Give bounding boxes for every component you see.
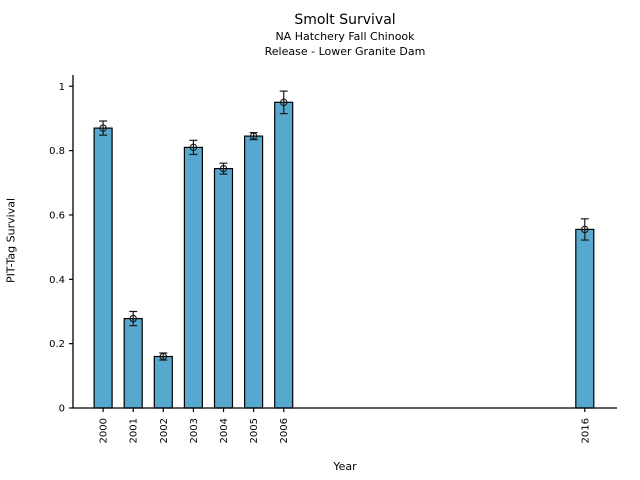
x-tick-label-2005: 2005: [249, 418, 260, 443]
x-tick-label-2006: 2006: [279, 418, 290, 443]
bar-2004: [213, 168, 234, 409]
data-point-marker-2002: [159, 352, 168, 361]
bar-2002: [153, 355, 173, 409]
x-tick-label-2001: 2001: [129, 418, 140, 443]
bar-2006: [274, 101, 294, 409]
y-tick-label-0.2: 0.2: [49, 339, 65, 350]
x-tick-label-2016: 2016: [580, 418, 591, 443]
y-tick-label-0.6: 0.6: [49, 210, 65, 221]
x-tick-label-2003: 2003: [189, 418, 200, 443]
data-point-marker-2004: [219, 164, 228, 173]
bar-2000: [93, 127, 113, 409]
data-point-marker-2001: [129, 314, 137, 323]
y-tick-label-1: 1: [59, 82, 65, 93]
data-point-marker-2016: [581, 225, 589, 234]
y-tick-label-0.4: 0.4: [49, 275, 65, 286]
chart-title: Smolt Survival: [294, 12, 396, 28]
data-point-marker-2000: [99, 124, 107, 132]
bar-2016: [575, 228, 595, 409]
data-point-marker-2003: [189, 143, 198, 152]
bar-2005: [244, 135, 264, 409]
x-axis-label: Year: [333, 460, 357, 473]
bar-2003: [183, 146, 203, 409]
data-point-marker-2005: [249, 132, 258, 140]
chart-subtitle-line2: Release - Lower Granite Dam: [264, 45, 426, 58]
chart-subtitle-line1: NA Hatchery Fall Chinook: [275, 30, 415, 43]
bar-2001: [123, 318, 143, 409]
y-tick-label-0.8: 0.8: [49, 146, 65, 157]
x-tick-label-2004: 2004: [219, 418, 230, 443]
x-tick-label-2000: 2000: [99, 418, 110, 443]
data-point-marker-2006: [279, 98, 288, 107]
y-axis-label: PIT-Tag Survival: [4, 198, 18, 284]
x-tick-label-2002: 2002: [159, 418, 170, 443]
y-tick-label-0: 0: [59, 404, 65, 415]
